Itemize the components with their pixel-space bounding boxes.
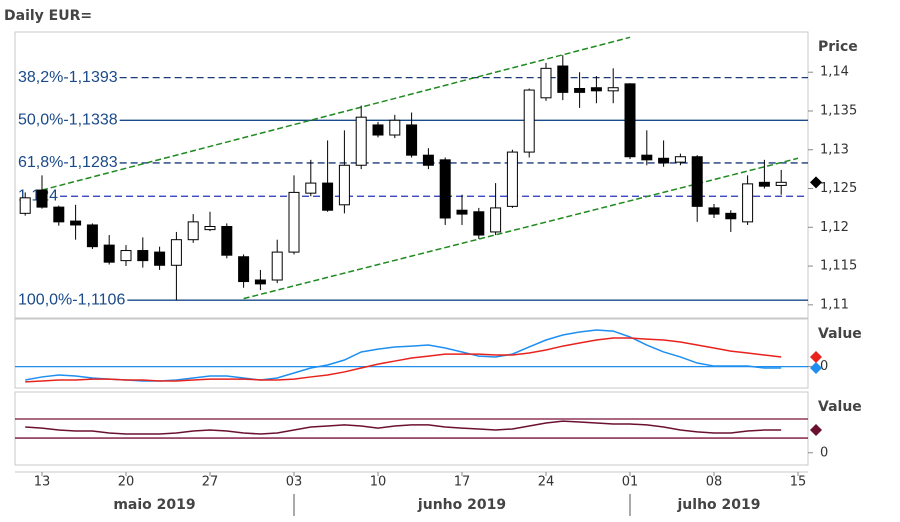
candle-body [758, 181, 770, 187]
x-tick-label: 27 [202, 475, 219, 490]
candle-body [557, 65, 569, 93]
axis-title: Value [818, 399, 862, 415]
series-line [25, 329, 782, 382]
y-tick-label: 0 [820, 359, 828, 374]
last-value-marker [810, 362, 822, 375]
candle-body [473, 211, 485, 236]
y-tick-label: 1,115 [820, 259, 857, 274]
last-price-marker [810, 176, 822, 189]
candle-body [490, 207, 502, 233]
candle-body [322, 182, 334, 211]
y-tick-label: 1,11 [820, 297, 849, 312]
candle-body [708, 207, 720, 215]
candle-body [221, 226, 233, 256]
candle-body [658, 157, 670, 164]
trend-line [41, 36, 631, 191]
y-tick-label: 1,135 [820, 103, 857, 118]
month-label: junho 2019 [417, 497, 506, 513]
candle-body [271, 251, 283, 281]
candle-body [540, 67, 552, 99]
candle-body [70, 220, 82, 226]
x-tick-label: 08 [706, 475, 723, 490]
candle-body [36, 189, 48, 208]
candle-body [742, 183, 754, 223]
candle-body [103, 244, 115, 263]
x-tick-label: 20 [118, 475, 135, 490]
candle-body [120, 250, 132, 262]
x-tick-label: 03 [286, 475, 303, 490]
month-label: maio 2019 [113, 497, 195, 513]
y-tick-label: 0 [820, 445, 828, 460]
candle-body [372, 124, 384, 136]
candle-body [574, 87, 586, 93]
level-label: 50,0%-1,1338 [18, 112, 118, 129]
candle-body [725, 212, 737, 220]
chart-title: Daily EUR= [4, 8, 92, 24]
candle-body [406, 124, 418, 156]
level-label: 38,2%-1,1393 [18, 69, 118, 86]
panel-frame [14, 318, 809, 389]
candle-body [775, 181, 787, 186]
panel-frame [14, 31, 809, 319]
candle-body [53, 206, 65, 223]
y-tick-label: 1,14 [820, 65, 849, 80]
candle-body [238, 256, 250, 283]
axis-title: Price [818, 39, 858, 55]
candle-body [305, 182, 317, 194]
axis-title: Value [818, 326, 862, 342]
candle-body [506, 151, 518, 207]
candle-body [456, 209, 468, 215]
trend-line [243, 157, 799, 300]
candle-body [439, 159, 451, 219]
candle-body [674, 156, 686, 163]
series-line [25, 420, 782, 435]
level-label: 100,0%-1,1106 [18, 291, 125, 308]
x-tick-label: 24 [538, 475, 555, 490]
y-tick-label: 1,125 [820, 181, 857, 196]
y-tick-label: 1,13 [820, 142, 849, 157]
candle-body [691, 156, 703, 207]
candle-body [137, 250, 149, 262]
candle-body [590, 87, 602, 92]
last-value-marker [810, 350, 822, 363]
x-tick-label: 01 [622, 475, 639, 490]
candle-body [288, 191, 300, 253]
candle-body [355, 116, 367, 166]
level-label: 61,8%-1,1283 [18, 154, 118, 171]
x-tick-label: 10 [370, 475, 387, 490]
candle-body [422, 154, 434, 166]
month-label: julho 2019 [677, 497, 761, 513]
candle-body [389, 119, 401, 136]
candle-body [19, 197, 31, 214]
candle-body [624, 83, 636, 158]
x-tick-label: 17 [454, 475, 471, 490]
candle-body [338, 164, 350, 206]
candle-body [86, 224, 98, 248]
y-tick-label: 1,12 [820, 220, 849, 235]
x-tick-label: 13 [34, 475, 51, 490]
candle-body [170, 239, 182, 266]
panel-frame [14, 391, 809, 466]
candle-body [254, 279, 266, 285]
series-line [25, 337, 782, 383]
x-tick-label: 15 [790, 475, 807, 490]
candle-body [204, 226, 216, 231]
candle-body [154, 251, 166, 266]
candle-body [187, 221, 199, 241]
candle-body [641, 154, 653, 161]
candle-body [607, 87, 619, 92]
candle-body [523, 89, 535, 153]
last-value-marker [810, 424, 822, 436]
